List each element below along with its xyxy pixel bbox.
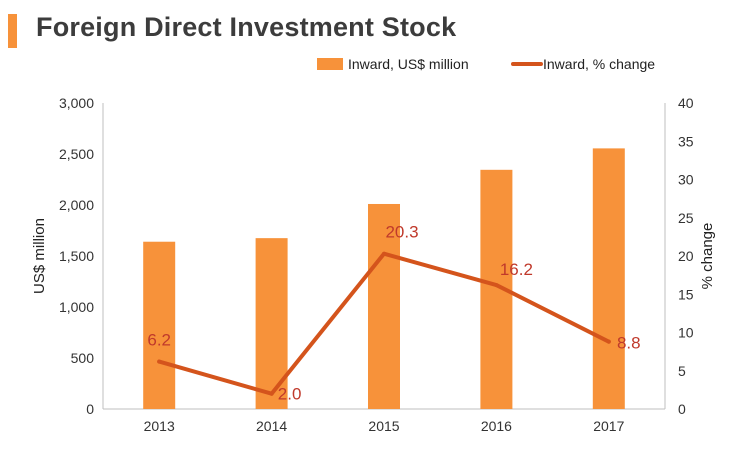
line-point [269,391,274,396]
legend-bar-swatch [317,58,343,70]
legend-bar-label: Inward, US$ million [348,56,469,72]
title-accent-bar [8,14,17,48]
line-point [606,339,611,344]
y-left-tick-label: 500 [71,350,95,366]
x-tick-label: 2014 [256,418,287,434]
legend-line-label: Inward, % change [543,56,655,72]
chart-title: Foreign Direct Investment Stock [36,12,457,42]
y-right-tick-label: 25 [678,210,694,226]
bar [368,203,400,409]
y-left-tick-label: 2,000 [59,197,94,213]
y-left-axis-title: US$ million [31,218,48,294]
x-tick-label: 2013 [144,418,175,434]
x-tick-label: 2015 [368,418,399,434]
y-left-tick-label: 3,000 [59,95,94,111]
y-right-tick-label: 10 [678,325,694,341]
x-tick-label: 2016 [481,418,512,434]
bar [255,238,288,409]
y-right-tick-label: 20 [678,248,694,264]
y-left-tick-label: 1,500 [59,248,94,264]
line-data-label: 16.2 [500,260,533,279]
y-right-tick-label: 5 [678,363,686,379]
y-right-tick-label: 35 [678,133,694,149]
bar [143,241,176,409]
line-point [157,359,162,364]
y-right-tick-label: 0 [678,401,686,417]
x-tick-label: 2017 [593,418,624,434]
y-right-tick-label: 40 [678,95,694,111]
y-left-tick-label: 0 [86,401,94,417]
bar [592,148,625,409]
line-data-label: 2.0 [278,385,302,404]
line-point [494,283,499,288]
y-right-tick-label: 15 [678,286,694,302]
y-left-tick-label: 2,500 [59,146,94,162]
line-data-label: 20.3 [385,223,418,242]
line-data-label: 6.2 [147,331,171,350]
line-data-label: 8.8 [617,334,641,353]
y-left-tick-label: 1,000 [59,299,94,315]
y-right-axis-title: % change [699,223,716,290]
y-right-tick-label: 30 [678,172,694,188]
line-point [382,251,386,256]
